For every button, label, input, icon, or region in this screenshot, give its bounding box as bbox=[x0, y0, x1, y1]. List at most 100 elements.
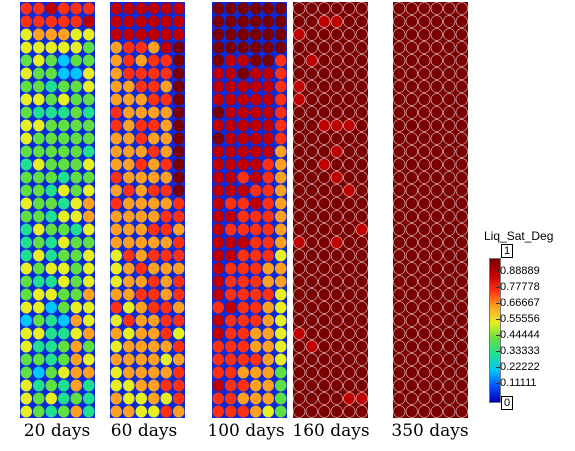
particle bbox=[393, 171, 406, 184]
panel-100-days bbox=[212, 2, 287, 418]
particle bbox=[330, 249, 343, 262]
particle bbox=[173, 80, 185, 93]
particle bbox=[83, 54, 95, 67]
particle bbox=[293, 80, 306, 93]
particle bbox=[45, 392, 57, 405]
particle bbox=[293, 392, 306, 405]
particle bbox=[430, 132, 443, 145]
particle bbox=[343, 288, 356, 301]
particle bbox=[212, 171, 224, 184]
particle bbox=[58, 93, 70, 106]
particle bbox=[173, 366, 185, 379]
particle bbox=[160, 158, 172, 171]
particle bbox=[430, 379, 443, 392]
particle bbox=[418, 223, 431, 236]
saturation-grid-60-days bbox=[110, 2, 185, 418]
particle bbox=[20, 236, 32, 249]
particle bbox=[135, 132, 147, 145]
particle bbox=[262, 132, 274, 145]
particle bbox=[355, 197, 368, 210]
particle bbox=[418, 275, 431, 288]
particle bbox=[305, 15, 318, 28]
particle bbox=[237, 314, 249, 327]
particle bbox=[83, 2, 95, 15]
particle bbox=[305, 2, 318, 15]
particle bbox=[45, 223, 57, 236]
particle bbox=[70, 366, 82, 379]
particle bbox=[275, 405, 287, 418]
particle bbox=[110, 106, 122, 119]
particle bbox=[343, 197, 356, 210]
particle bbox=[305, 41, 318, 54]
particle bbox=[83, 288, 95, 301]
particle bbox=[318, 275, 331, 288]
particle bbox=[135, 171, 147, 184]
particle bbox=[330, 28, 343, 41]
particle bbox=[58, 54, 70, 67]
particle bbox=[173, 301, 185, 314]
particle bbox=[455, 119, 468, 132]
particle bbox=[70, 145, 82, 158]
particle bbox=[20, 210, 32, 223]
particle bbox=[58, 158, 70, 171]
particle bbox=[45, 249, 57, 262]
particle bbox=[275, 379, 287, 392]
particle bbox=[393, 119, 406, 132]
particle bbox=[305, 288, 318, 301]
particle bbox=[148, 314, 160, 327]
legend-max-label: 1 bbox=[501, 244, 514, 258]
particle bbox=[343, 93, 356, 106]
particle bbox=[237, 340, 249, 353]
particle bbox=[160, 236, 172, 249]
particle bbox=[225, 314, 237, 327]
particle bbox=[148, 301, 160, 314]
particle bbox=[355, 41, 368, 54]
particle bbox=[33, 249, 45, 262]
particle bbox=[318, 392, 331, 405]
particle bbox=[148, 405, 160, 418]
particle bbox=[173, 262, 185, 275]
legend-tick-1: 0.88889 bbox=[496, 265, 570, 277]
particle bbox=[343, 184, 356, 197]
particle bbox=[305, 54, 318, 67]
particle bbox=[443, 158, 456, 171]
particle bbox=[225, 171, 237, 184]
particle bbox=[45, 41, 57, 54]
particle bbox=[160, 184, 172, 197]
particle bbox=[110, 340, 122, 353]
particle bbox=[135, 2, 147, 15]
particle bbox=[225, 2, 237, 15]
particle bbox=[45, 171, 57, 184]
particle bbox=[135, 249, 147, 262]
particle bbox=[33, 262, 45, 275]
particle bbox=[70, 184, 82, 197]
particle bbox=[160, 262, 172, 275]
particle bbox=[123, 106, 135, 119]
particle bbox=[70, 41, 82, 54]
particle bbox=[212, 262, 224, 275]
particle bbox=[275, 93, 287, 106]
particle bbox=[275, 119, 287, 132]
particle bbox=[173, 353, 185, 366]
particle bbox=[430, 262, 443, 275]
particle bbox=[318, 210, 331, 223]
particle bbox=[318, 197, 331, 210]
particle bbox=[20, 132, 32, 145]
particle bbox=[430, 223, 443, 236]
particle bbox=[110, 301, 122, 314]
particle bbox=[123, 15, 135, 28]
particle bbox=[58, 392, 70, 405]
particle bbox=[443, 210, 456, 223]
particle bbox=[455, 145, 468, 158]
particle bbox=[393, 327, 406, 340]
particle bbox=[418, 236, 431, 249]
particle bbox=[58, 366, 70, 379]
particle bbox=[160, 197, 172, 210]
particle bbox=[110, 41, 122, 54]
particle bbox=[418, 197, 431, 210]
particle bbox=[330, 54, 343, 67]
particle bbox=[275, 366, 287, 379]
particle bbox=[318, 106, 331, 119]
particle bbox=[173, 67, 185, 80]
particle bbox=[455, 184, 468, 197]
